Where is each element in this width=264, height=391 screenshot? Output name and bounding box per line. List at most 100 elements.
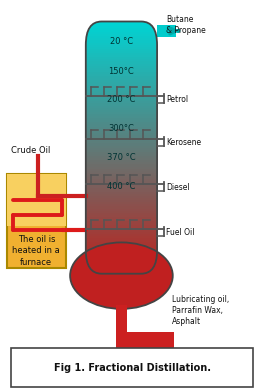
Bar xyxy=(86,188,157,190)
Bar xyxy=(86,83,157,84)
Text: 400 °C: 400 °C xyxy=(107,182,136,191)
Bar xyxy=(86,22,157,23)
Bar xyxy=(86,230,157,231)
Bar xyxy=(86,108,157,110)
Bar xyxy=(7,174,66,268)
Text: 150°C: 150°C xyxy=(109,67,134,77)
Bar xyxy=(86,99,157,101)
Text: 300°C: 300°C xyxy=(109,124,134,133)
Bar xyxy=(86,249,157,251)
Bar xyxy=(86,253,157,255)
Bar xyxy=(86,95,157,97)
Bar xyxy=(86,87,157,89)
Bar xyxy=(86,66,157,68)
Text: 370 °C: 370 °C xyxy=(107,153,136,162)
Bar xyxy=(86,104,157,106)
Bar xyxy=(86,30,157,32)
Bar xyxy=(86,181,157,183)
Text: 20 °C: 20 °C xyxy=(110,37,133,46)
Bar xyxy=(86,133,157,135)
Bar xyxy=(86,112,157,114)
Bar xyxy=(86,91,157,93)
Bar xyxy=(86,43,157,45)
Bar xyxy=(86,34,157,36)
Bar xyxy=(86,225,157,228)
Bar xyxy=(86,167,157,169)
Bar xyxy=(86,124,157,127)
Bar xyxy=(86,190,157,192)
Text: Petrol: Petrol xyxy=(166,95,188,104)
Bar xyxy=(86,106,157,108)
Bar xyxy=(86,165,157,167)
Bar xyxy=(7,174,66,226)
Bar xyxy=(86,217,157,219)
Bar xyxy=(86,28,157,30)
Bar xyxy=(86,139,157,141)
Bar xyxy=(86,196,157,198)
Bar xyxy=(86,76,157,78)
Ellipse shape xyxy=(70,242,173,309)
Bar xyxy=(86,175,157,177)
Bar xyxy=(86,200,157,202)
Bar xyxy=(86,127,157,129)
Bar xyxy=(86,38,157,40)
Bar xyxy=(86,36,157,38)
Bar xyxy=(86,219,157,221)
Bar xyxy=(157,25,176,37)
Bar xyxy=(86,156,157,158)
Bar xyxy=(86,211,157,213)
FancyBboxPatch shape xyxy=(11,348,253,387)
Bar xyxy=(86,40,157,43)
Bar xyxy=(86,152,157,154)
Bar xyxy=(86,267,157,269)
Bar xyxy=(86,257,157,259)
Bar xyxy=(116,332,174,348)
Bar xyxy=(86,154,157,156)
Bar xyxy=(86,269,157,272)
Bar xyxy=(86,116,157,118)
Bar xyxy=(86,213,157,215)
Bar xyxy=(86,55,157,57)
Bar xyxy=(86,145,157,147)
Bar xyxy=(86,63,157,66)
Bar xyxy=(86,59,157,61)
Bar xyxy=(86,215,157,217)
Bar xyxy=(86,185,157,188)
Bar xyxy=(86,135,157,137)
Bar xyxy=(86,68,157,70)
Bar xyxy=(86,169,157,171)
Bar xyxy=(86,228,157,230)
Bar xyxy=(86,244,157,246)
Bar xyxy=(86,171,157,173)
Bar xyxy=(86,238,157,240)
Text: Lubricating oil,
Parrafin Wax,
Asphalt: Lubricating oil, Parrafin Wax, Asphalt xyxy=(172,295,229,326)
Bar xyxy=(86,143,157,145)
Bar xyxy=(116,305,127,348)
Bar xyxy=(86,240,157,242)
Text: Crude Oil: Crude Oil xyxy=(11,146,50,155)
Bar xyxy=(86,173,157,175)
Bar xyxy=(86,242,157,244)
Bar xyxy=(86,45,157,47)
Bar xyxy=(86,150,157,152)
Bar xyxy=(86,183,157,185)
Bar xyxy=(86,162,157,165)
Bar xyxy=(86,137,157,139)
Bar xyxy=(86,198,157,200)
Bar xyxy=(86,223,157,225)
Bar xyxy=(86,53,157,55)
Bar xyxy=(86,61,157,63)
Bar xyxy=(86,251,157,253)
Text: Fig 1. Fractional Distillation.: Fig 1. Fractional Distillation. xyxy=(54,362,210,373)
Text: The oil is
heated in a
furnace: The oil is heated in a furnace xyxy=(12,235,60,267)
Bar xyxy=(86,261,157,263)
Bar xyxy=(86,51,157,53)
Bar xyxy=(86,202,157,204)
Bar xyxy=(86,93,157,95)
Bar xyxy=(86,122,157,124)
Bar xyxy=(86,131,157,133)
Bar xyxy=(86,74,157,76)
Bar xyxy=(86,206,157,208)
Bar xyxy=(86,179,157,181)
Text: 200 °C: 200 °C xyxy=(107,95,136,104)
